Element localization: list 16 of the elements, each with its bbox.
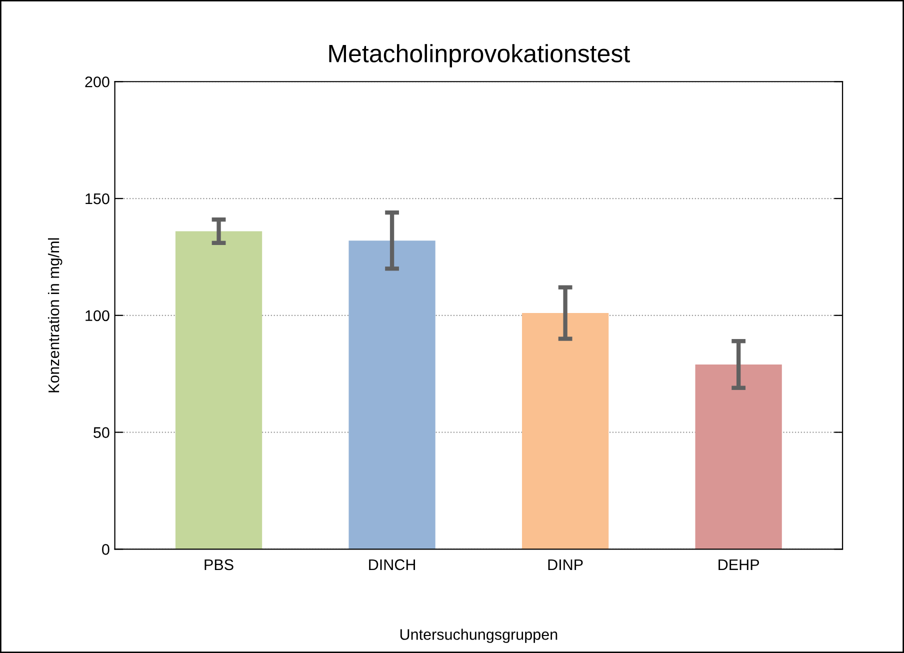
x-axis-title: Untersuchungsgruppen [400, 628, 558, 643]
x-tick-label: DEHP [718, 559, 759, 570]
y-tick-label: 0 [102, 544, 110, 555]
y-tick-label: 100 [86, 310, 110, 322]
bar [522, 313, 609, 550]
y-tick-label: 50 [94, 427, 110, 438]
x-tick-label: PBS [204, 559, 234, 570]
y-axis-title: Konzentration in mg/ml [48, 238, 62, 392]
x-tick-label: DINCH [369, 559, 415, 570]
bar [348, 240, 436, 550]
x-tick-label: DINP [548, 559, 583, 570]
chart-title: Metacholinprovokationstest [329, 44, 630, 68]
bar [175, 231, 262, 550]
bar [695, 364, 782, 550]
y-tick-label: 150 [86, 193, 110, 204]
y-tick-label: 200 [85, 76, 110, 88]
